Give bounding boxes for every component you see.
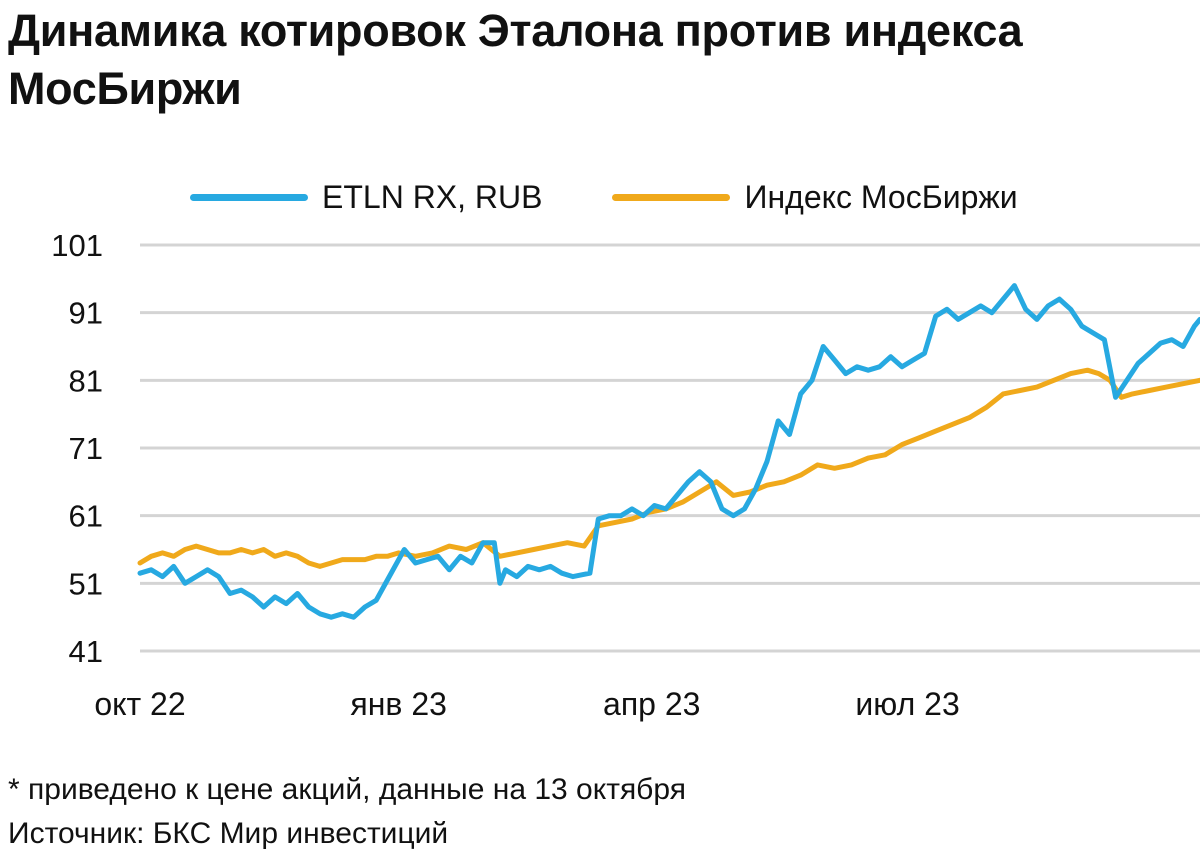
y-tick-label: 51 <box>69 566 103 601</box>
x-tick-label: апр 23 <box>603 686 700 722</box>
y-tick-label: 41 <box>69 634 103 669</box>
legend-label-imoex: Индекс МосБиржи <box>744 178 1018 215</box>
series-line-imoex <box>137 367 1200 569</box>
series-line-etln <box>137 283 1200 620</box>
y-tick-label: 81 <box>69 363 103 398</box>
legend-item-imoex: Индекс МосБиржи <box>612 178 1018 216</box>
chart-legend: ETLN RX, RUB Индекс МосБиржи <box>190 172 1088 222</box>
series-lines <box>137 283 1200 620</box>
y-tick-label: 61 <box>69 499 103 534</box>
legend-item-etln: ETLN RX, RUB <box>190 179 542 216</box>
x-axis-labels: окт 22 янв 23 апр 23 июл 23 <box>94 686 959 722</box>
y-tick-label: 101 <box>51 228 103 263</box>
footnote: * приведено к цене акций, данные на 13 о… <box>8 773 686 806</box>
x-tick-label: июл 23 <box>855 686 959 722</box>
y-axis-labels: 101 91 81 71 61 51 41 <box>51 228 103 669</box>
source-note: Источник: БКС Мир инвестиций <box>8 817 449 850</box>
y-tick-label: 71 <box>69 431 103 466</box>
grid-lines <box>140 243 1200 653</box>
x-tick-label: янв 23 <box>350 686 446 722</box>
x-tick-label: окт 22 <box>94 686 185 722</box>
legend-label-etln: ETLN RX, RUB <box>322 178 543 215</box>
y-tick-label: 91 <box>69 296 103 331</box>
legend-swatch-imoex <box>612 193 731 201</box>
chart-title: Динамика котировок Эталона против индекс… <box>8 5 1023 114</box>
legend-swatch-etln <box>190 193 308 201</box>
